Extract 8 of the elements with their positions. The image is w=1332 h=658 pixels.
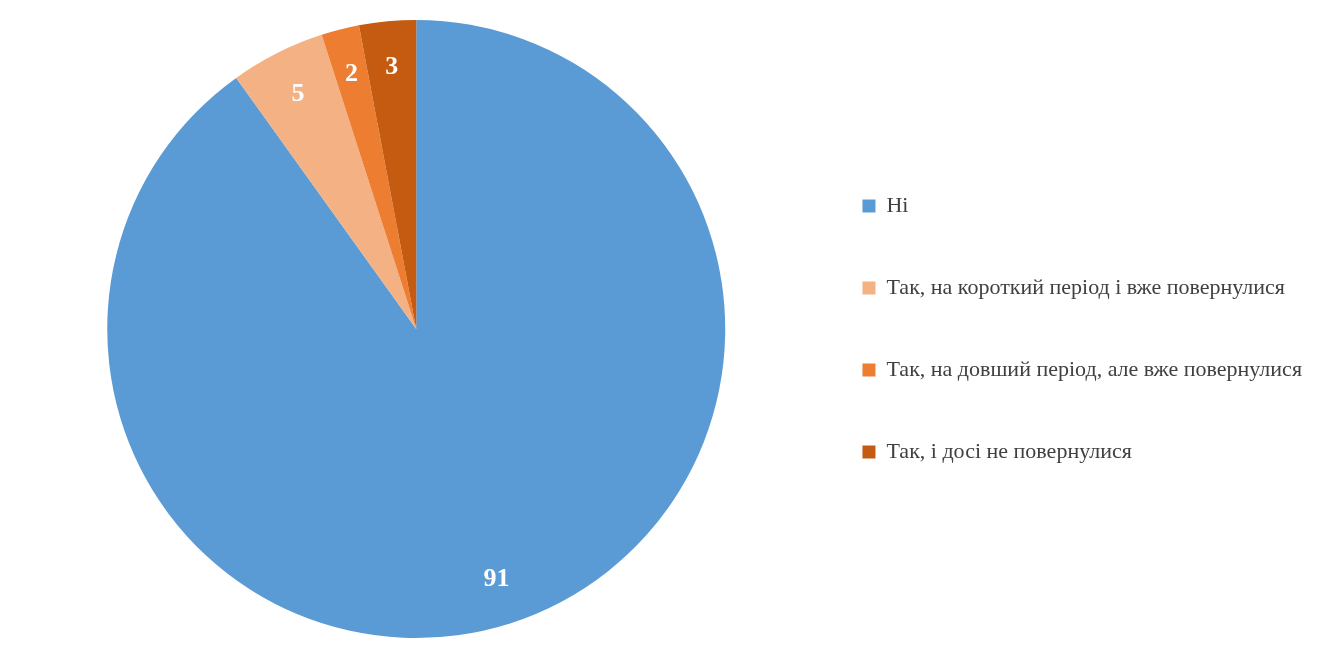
- data-label: 5: [291, 78, 305, 108]
- data-label: 2: [345, 58, 359, 88]
- legend-label: Так, і досі не повернулися: [886, 437, 1132, 463]
- legend-label: Ні: [886, 191, 909, 217]
- data-label: 3: [385, 51, 399, 81]
- data-label: 91: [483, 562, 510, 592]
- legend-label: Так, на короткий період і вже повернулися: [886, 273, 1285, 299]
- legend-label: Так, на довший період, але вже повернулися: [886, 355, 1302, 381]
